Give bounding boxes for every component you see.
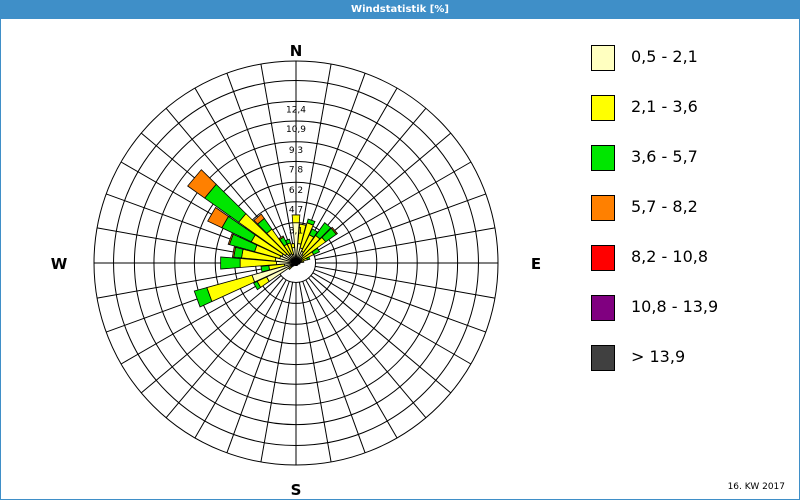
- radial-tick-label: 4,7: [289, 206, 303, 216]
- grid-spoke: [260, 282, 294, 463]
- legend-swatch: [591, 245, 615, 271]
- week-label: 16. KW 2017: [727, 482, 785, 492]
- radial-tick-label: 10,9: [286, 125, 306, 135]
- wind-sector: [227, 233, 234, 246]
- grid-spoke: [314, 269, 486, 333]
- grid-spoke: [298, 282, 332, 463]
- compass-label: S: [291, 481, 302, 499]
- wind-sector: [207, 206, 229, 229]
- wind-sector: [315, 222, 332, 240]
- wind-sector: [193, 287, 213, 308]
- legend-swatch: [591, 295, 615, 321]
- grid-spoke: [194, 87, 287, 247]
- grid-spoke: [310, 275, 452, 394]
- compass-label: W: [51, 255, 68, 273]
- grid-spoke: [312, 272, 472, 365]
- legend-swatch: [591, 45, 615, 71]
- grid-spoke: [120, 272, 280, 365]
- grid-spoke: [308, 107, 427, 249]
- legend-swatch: [591, 345, 615, 371]
- wind-sector: [260, 265, 270, 273]
- wind-sector: [253, 280, 262, 291]
- wind-sector: [306, 218, 316, 226]
- grid-spoke: [302, 73, 366, 245]
- grid-spoke: [165, 277, 284, 419]
- wind-sector: [330, 226, 339, 235]
- radial-tick-label: 6,2: [289, 186, 303, 196]
- wind-rose-chart: 3,1 4,7 6,2 7,8 9,3 10,9 12,4 N E S W: [51, 42, 541, 499]
- legend-swatch: [591, 195, 615, 221]
- grid-spoke: [308, 277, 427, 419]
- legend-swatch: [591, 145, 615, 171]
- wind-sector: [297, 223, 307, 245]
- grid-spoke: [194, 279, 287, 439]
- grid-spoke: [314, 193, 486, 257]
- legend-label: > 13,9: [631, 347, 686, 366]
- grid-spoke: [305, 87, 398, 247]
- wind-sector: [285, 238, 291, 245]
- wind-sector: [311, 247, 321, 256]
- wind-sector: [220, 256, 241, 270]
- wind-sector: [206, 274, 256, 303]
- legend-label: 3,6 - 5,7: [631, 147, 698, 166]
- wind-sector: [187, 169, 217, 199]
- compass-label: N: [290, 42, 303, 60]
- grid-spoke: [315, 265, 496, 299]
- wind-sector: [231, 246, 236, 258]
- grid-spoke: [298, 63, 332, 244]
- radial-tick-label: 3,1: [289, 227, 303, 237]
- grid-spoke: [226, 281, 290, 453]
- radial-tick-label: 12,4: [286, 105, 306, 115]
- radial-tick-label: 9,3: [289, 146, 303, 156]
- grid-spoke: [305, 279, 398, 439]
- grid-spoke: [302, 281, 366, 453]
- grid-spoke: [312, 161, 472, 254]
- wind-sector: [291, 214, 301, 224]
- legend-label: 2,1 - 3,6: [631, 97, 698, 116]
- legend-swatch: [591, 95, 615, 121]
- grid-spoke: [260, 63, 294, 244]
- window-title: Windstatistik [%]: [1, 1, 799, 19]
- grid-spoke: [315, 227, 496, 261]
- radial-tick-label: 7,8: [289, 165, 304, 175]
- wind-sector: [290, 243, 295, 249]
- legend-label: 5,7 - 8,2: [631, 197, 698, 216]
- grid-spoke: [140, 275, 282, 394]
- compass-label: E: [531, 255, 541, 273]
- grid-spoke: [226, 73, 290, 245]
- legend-label: 10,8 - 13,9: [631, 297, 719, 316]
- grid-spoke: [96, 265, 277, 299]
- legend-label: 8,2 - 10,8: [631, 247, 709, 266]
- wind-sector: [253, 213, 265, 225]
- wind-sector: [306, 256, 311, 261]
- legend-label: 0,5 - 2,1: [631, 47, 698, 66]
- wind-sector: [308, 228, 319, 238]
- wind-sector: [278, 235, 285, 240]
